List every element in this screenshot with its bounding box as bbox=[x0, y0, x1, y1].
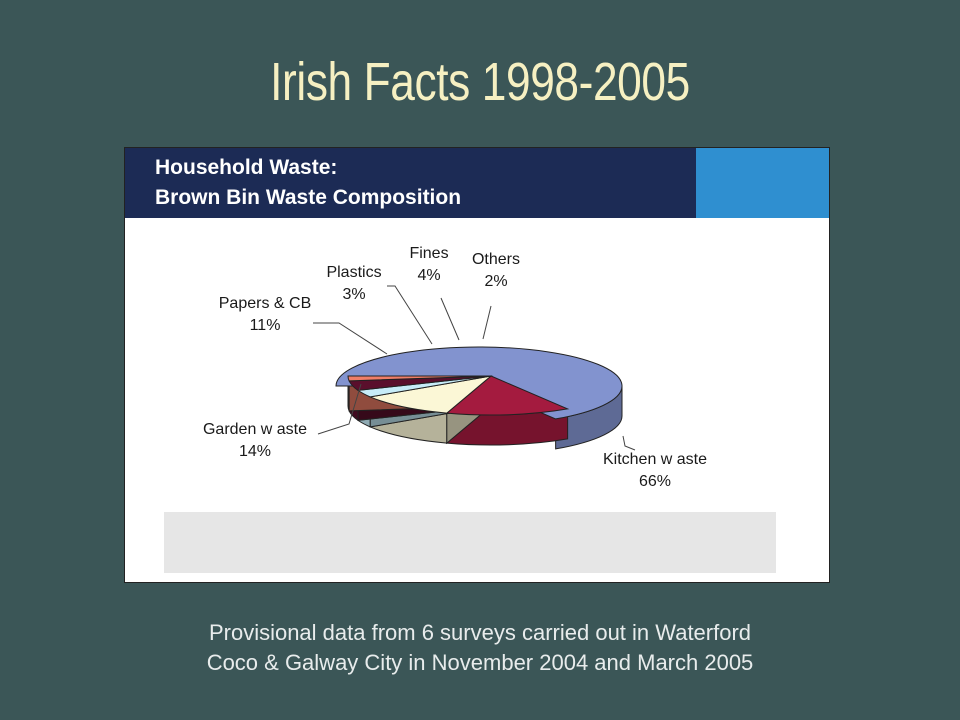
leader-line bbox=[622, 435, 636, 451]
chart-header-accent bbox=[696, 148, 829, 218]
slice-value-label: 4% bbox=[417, 267, 440, 284]
slice-label: Kitchen w aste bbox=[603, 451, 707, 468]
caption-line-2: Coco & Galway City in November 2004 and … bbox=[206, 650, 754, 675]
slide-title: Irish Facts 1998-2005 bbox=[270, 52, 690, 112]
pie-tops bbox=[335, 346, 623, 420]
leader-line bbox=[317, 383, 362, 435]
leader-line bbox=[440, 297, 460, 341]
gray-panel bbox=[164, 512, 776, 573]
leader-line bbox=[482, 305, 492, 340]
chart-panel: Household Waste: Brown Bin Waste Composi… bbox=[124, 147, 830, 583]
slice-value-label: 66% bbox=[639, 473, 671, 490]
slice-value-label: 14% bbox=[239, 443, 271, 460]
slide-caption: Provisional data from 6 surveys carried … bbox=[0, 618, 960, 678]
slice-value-label: 11% bbox=[250, 317, 281, 334]
pie-chart: Kitchen w aste 66% Garden w aste 14% Papers … bbox=[203, 245, 707, 490]
leader-line bbox=[387, 285, 433, 345]
pie-slice bbox=[347, 375, 492, 382]
chart-title-line-1: Household Waste: bbox=[155, 156, 338, 179]
chart-title-line-2: Brown Bin Waste Composition bbox=[155, 186, 462, 209]
leader-line bbox=[313, 322, 388, 355]
slice-value-label: 3% bbox=[342, 286, 365, 303]
slice-label: Fines bbox=[409, 245, 448, 262]
pie-slice bbox=[445, 375, 570, 416]
slice-label: Others bbox=[472, 251, 520, 268]
slice-value-label: 2% bbox=[484, 273, 507, 290]
slice-label: Papers & CB bbox=[219, 295, 311, 312]
chart-header bbox=[125, 148, 696, 218]
pie-slice bbox=[368, 375, 493, 414]
pie-labels: Kitchen w aste 66% Garden w aste 14% Papers … bbox=[203, 245, 707, 490]
slice-label: Garden w aste bbox=[203, 421, 307, 438]
caption-line-1: Provisional data from 6 surveys carried … bbox=[208, 620, 752, 645]
slice-label: Plastics bbox=[326, 264, 381, 281]
